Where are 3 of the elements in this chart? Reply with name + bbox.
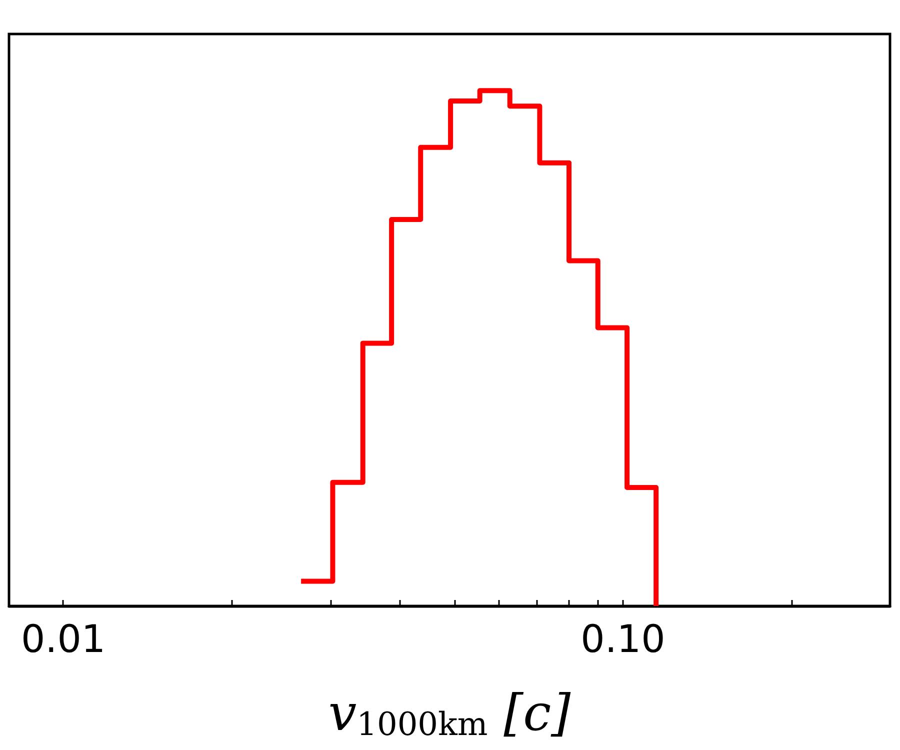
x-axis-title: v1000km [c]: [328, 684, 572, 743]
x-tick-label: 0.10: [580, 617, 666, 661]
x-tick-label: 0.01: [20, 617, 106, 661]
